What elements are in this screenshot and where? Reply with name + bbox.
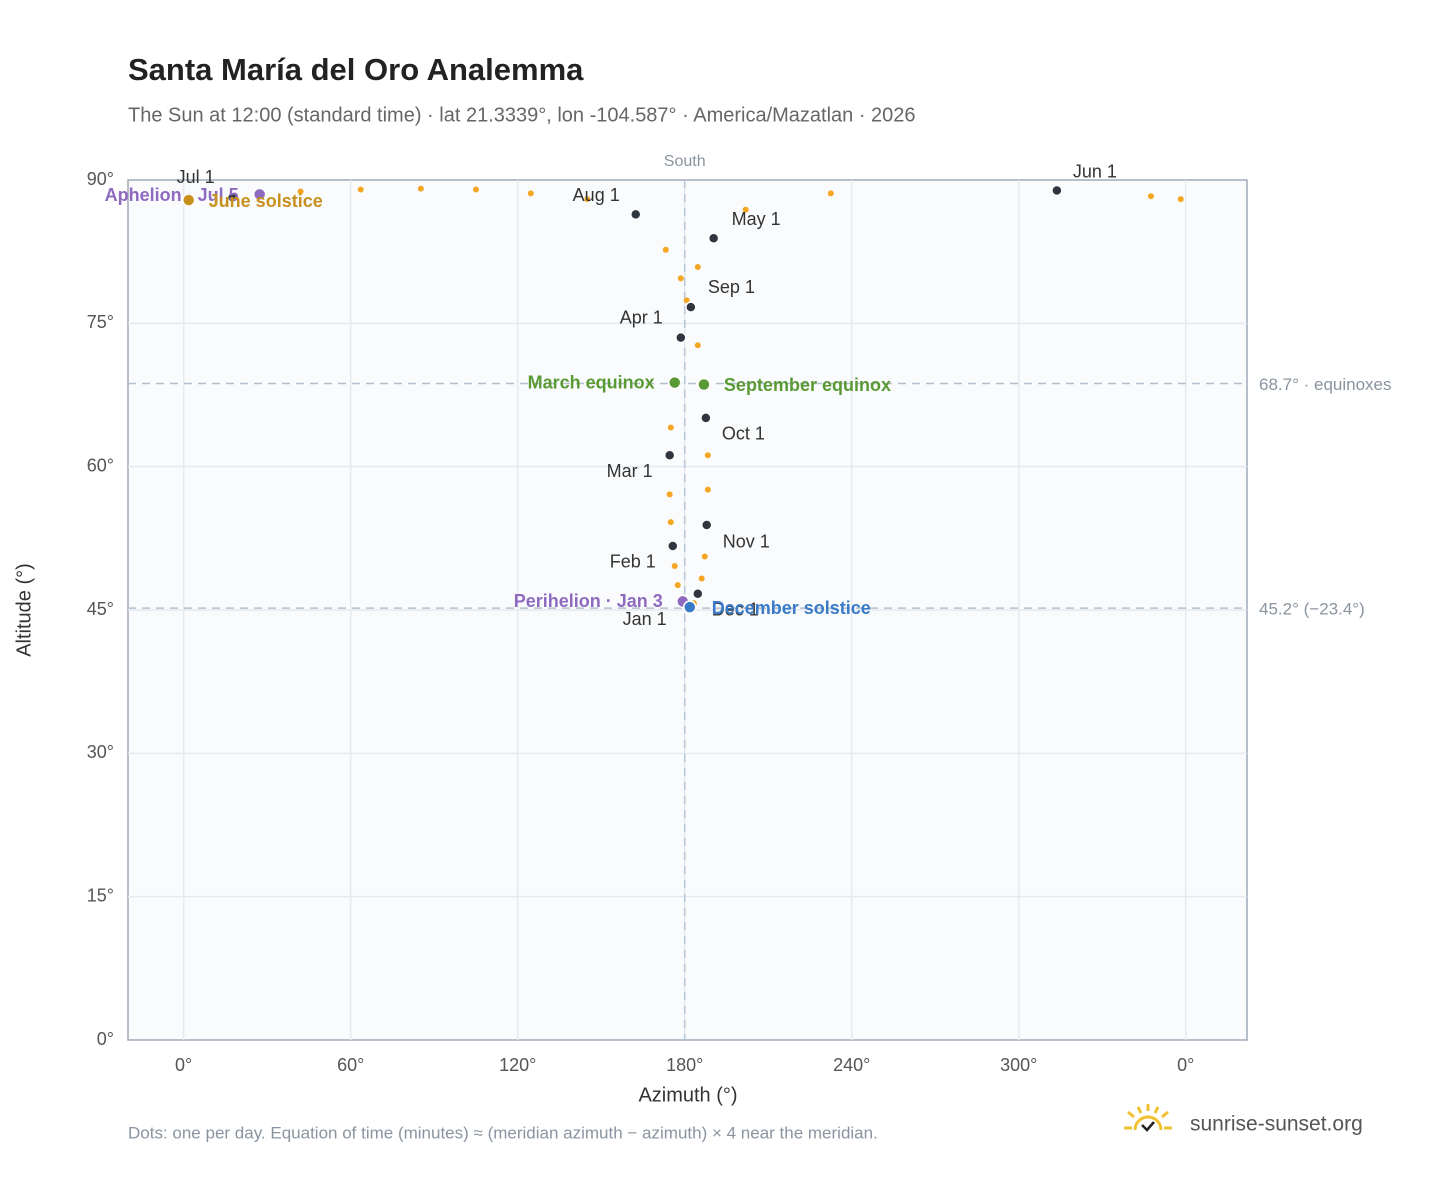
day-dot <box>1147 193 1154 200</box>
chart-title: Santa María del Oro Analemma <box>128 52 584 87</box>
day-dot <box>662 246 669 253</box>
month-dot <box>1051 184 1063 197</box>
day-dot <box>704 486 711 493</box>
month-label: Jul 1 <box>177 167 215 187</box>
y-tick-label: 45° <box>87 599 114 619</box>
day-dot <box>683 297 690 304</box>
month-label: Jan 1 <box>623 609 667 629</box>
x-tick-label: 300° <box>1000 1055 1037 1075</box>
month-label: May 1 <box>732 209 781 229</box>
month-label: Apr 1 <box>620 307 663 327</box>
event-dot <box>181 193 196 207</box>
day-dot <box>357 186 364 193</box>
day-dot <box>671 563 678 570</box>
month-dot <box>663 449 676 461</box>
x-tick-label: 0° <box>175 1055 192 1075</box>
month-dot <box>700 412 712 424</box>
reference-label: 68.7° · equinoxes <box>1259 375 1392 394</box>
event-label: December solstice <box>712 598 871 618</box>
reference-label: South <box>664 153 706 170</box>
month-label: Oct 1 <box>722 424 765 444</box>
month-label: Dec 1 <box>712 600 759 620</box>
month-dot <box>675 331 687 344</box>
month-label: Mar 1 <box>607 461 653 481</box>
day-dot <box>667 519 674 526</box>
event-dot <box>667 375 682 390</box>
day-dot <box>694 342 701 349</box>
day-dot <box>674 582 681 589</box>
month-dot <box>666 540 679 552</box>
event-dot <box>697 377 711 392</box>
day-dot <box>417 185 424 192</box>
month-dot <box>707 232 720 245</box>
day-dot <box>827 190 834 197</box>
y-tick-label: 75° <box>87 312 114 332</box>
event-dot <box>252 187 267 202</box>
day-dot <box>701 553 708 560</box>
month-dot <box>692 588 704 600</box>
y-tick-label: 60° <box>87 455 114 475</box>
event-dot <box>682 600 697 614</box>
x-tick-label: 180° <box>666 1055 703 1075</box>
reference-label: 45.2° (−23.4°) <box>1259 600 1365 619</box>
month-label: Feb 1 <box>610 552 656 572</box>
day-dot <box>527 190 534 197</box>
event-label: March equinox <box>528 372 655 392</box>
day-dot <box>666 491 673 498</box>
day-dot <box>704 452 711 459</box>
brand-logo <box>1124 1104 1172 1132</box>
y-tick-label: 30° <box>87 742 114 762</box>
day-dot <box>742 206 749 213</box>
day-dot <box>677 275 684 282</box>
month-dot <box>685 301 697 313</box>
month-label: Sep 1 <box>708 277 755 297</box>
chart-subtitle: The Sun at 12:00 (standard time) · lat 2… <box>128 104 916 126</box>
y-axis-label: Altitude (°) <box>13 563 35 657</box>
month-dot <box>700 519 713 531</box>
y-tick-label: 0° <box>97 1029 114 1049</box>
day-dot <box>584 196 591 203</box>
day-dot <box>667 424 674 431</box>
event-label: Aphelion · Jul 5 <box>105 185 239 205</box>
month-dot <box>226 191 239 203</box>
x-tick-label: 120° <box>499 1055 536 1075</box>
day-dot <box>297 188 304 195</box>
month-dot <box>629 208 642 221</box>
brand-name: sunrise-sunset.org <box>1190 1113 1363 1136</box>
x-axis-label: Azimuth (°) <box>638 1084 737 1106</box>
day-dot <box>698 575 705 582</box>
x-tick-label: 240° <box>833 1055 870 1075</box>
event-label: Perihelion · Jan 3 <box>514 591 663 611</box>
event-label: September equinox <box>724 375 891 395</box>
day-dot <box>1177 196 1184 203</box>
event-label: June solstice <box>209 191 323 211</box>
x-tick-label: 0° <box>1177 1055 1194 1075</box>
day-dot <box>472 186 479 193</box>
y-tick-label: 15° <box>87 885 114 905</box>
month-label: Jun 1 <box>1073 161 1117 181</box>
day-dot <box>694 263 701 270</box>
month-label: Nov 1 <box>723 532 770 552</box>
y-tick-label: 90° <box>87 169 114 189</box>
footnote: Dots: one per day. Equation of time (min… <box>128 1123 878 1142</box>
month-label: Aug 1 <box>573 185 620 205</box>
x-tick-label: 60° <box>337 1055 364 1075</box>
